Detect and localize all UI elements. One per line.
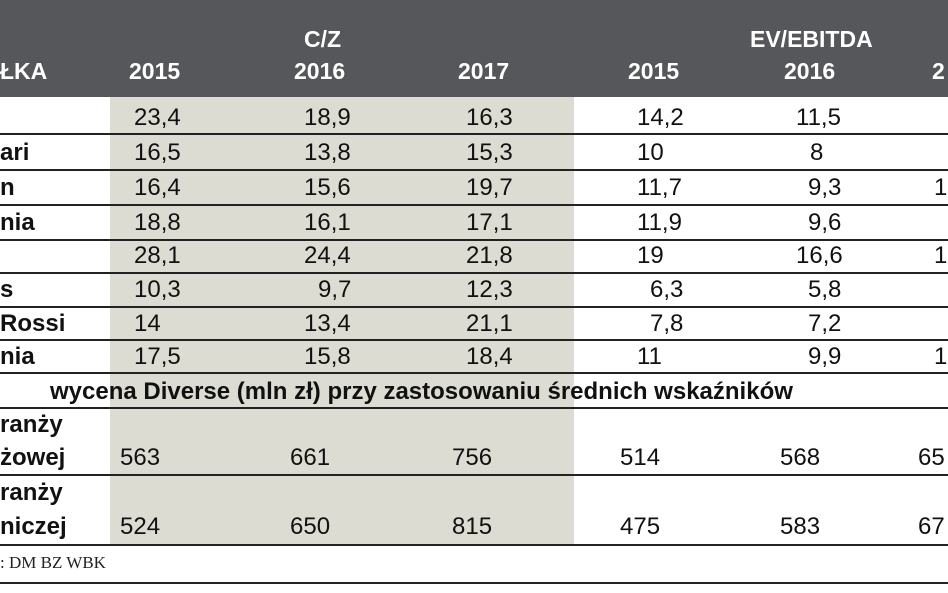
row-divider — [0, 339, 948, 341]
cell-pe-2016: 650 — [290, 513, 331, 540]
row-divider — [0, 306, 948, 308]
cell-ev-2016: 16,6 — [796, 242, 843, 269]
header-ev-title: EV/EBITDA — [750, 26, 873, 52]
row-divider — [0, 272, 948, 274]
cell-ev-2015: 11 — [637, 343, 662, 370]
cell-ev-2016: 583 — [780, 513, 821, 540]
cell-pe-2017: 18,4 — [466, 343, 513, 370]
cell-pe-2017: 15,3 — [466, 139, 513, 166]
cell-pe-2017: 756 — [452, 444, 493, 471]
row-divider — [0, 239, 948, 241]
row-label: n — [0, 174, 15, 201]
row-label: s — [0, 276, 14, 303]
cell-pe-2015: 28,1 — [134, 242, 181, 269]
cell-ev-2017: 67 — [918, 513, 945, 540]
cell-ev-2016: 8 — [810, 139, 824, 166]
header-first-column: ŁKA — [0, 58, 48, 84]
cell-ev-2015: 19 — [637, 242, 664, 269]
header-pe-year-2015: 2015 — [129, 58, 181, 84]
cell-pe-2015: 563 — [120, 444, 161, 471]
cell-pe-2016: 13,8 — [304, 139, 351, 166]
cell-ev-2015: 475 — [620, 513, 661, 540]
source-note: : DM BZ WBK — [0, 553, 106, 572]
cell-ev-2016: 9,3 — [808, 174, 842, 201]
row-divider — [0, 474, 948, 476]
cell-ev-2015: 10 — [637, 139, 664, 166]
cell-pe-2015: 16,5 — [134, 139, 181, 166]
valuation-row-label-line2: niczej — [0, 513, 67, 540]
cell-ev-2015: 11,9 — [637, 209, 682, 236]
cell-pe-2016: 18,9 — [304, 104, 351, 131]
cell-ev-2016: 9,6 — [808, 209, 842, 236]
cell-ev-2017: 65 — [918, 444, 945, 471]
header-pe-title: C/Z — [304, 26, 342, 52]
row-divider — [0, 372, 948, 374]
table-header: ŁKA C/Z EV/EBITDA 2015 2016 2017 2015 20… — [0, 0, 948, 97]
row-label: Rossi — [0, 310, 66, 337]
cell-pe-2016: 9,7 — [318, 276, 352, 303]
header-ev-year-2017: 2 — [932, 58, 945, 84]
valuation-banner: wycena Diverse (mln zł) przy zastosowani… — [50, 378, 793, 405]
table-bottom-border — [0, 582, 948, 584]
cell-pe-2016: 24,4 — [304, 242, 351, 269]
cell-ev-2015: 11,7 — [637, 174, 682, 201]
cell-ev-2017: 1 — [934, 174, 948, 201]
valuation-row-label-line1: ranży — [0, 411, 63, 438]
cell-pe-2017: 16,3 — [466, 104, 513, 131]
row-divider — [0, 169, 948, 171]
header-ev-year-2015: 2015 — [628, 58, 680, 84]
valuation-row-label-line2: żowej — [0, 444, 66, 471]
cell-pe-2017: 815 — [452, 513, 493, 540]
cell-ev-2016: 568 — [780, 444, 821, 471]
cell-pe-2017: 21,8 — [466, 242, 513, 269]
cell-ev-2016: 9,9 — [808, 343, 842, 370]
cell-ev-2015: 6,3 — [650, 276, 684, 303]
cell-ev-2015: 7,8 — [650, 310, 684, 337]
header-ev-year-2016: 2016 — [784, 58, 836, 84]
cell-ev-2016: 7,2 — [808, 310, 842, 337]
cell-pe-2017: 19,7 — [466, 174, 513, 201]
cell-pe-2016: 16,1 — [304, 209, 351, 236]
row-divider — [0, 133, 948, 135]
cell-pe-2016: 13,4 — [304, 310, 351, 337]
row-label: ari — [0, 139, 30, 166]
row-divider — [0, 407, 948, 409]
cell-pe-2015: 23,4 — [134, 104, 181, 131]
cell-pe-2015: 17,5 — [134, 343, 181, 370]
cell-pe-2016: 15,6 — [304, 174, 351, 201]
cell-pe-2017: 17,1 — [466, 209, 513, 236]
row-divider — [0, 204, 948, 206]
cell-pe-2017: 21,1 — [466, 310, 513, 337]
cell-pe-2016: 15,8 — [304, 343, 351, 370]
cell-ev-2015: 14,2 — [637, 104, 684, 131]
row-label: nia — [0, 209, 35, 236]
header-pe-year-2017: 2017 — [458, 58, 510, 84]
cell-pe-2017: 12,3 — [466, 276, 513, 303]
cell-pe-2015: 10,3 — [134, 276, 181, 303]
valuation-row-label-line1: ranży — [0, 479, 63, 506]
cell-pe-2015: 14 — [134, 310, 161, 337]
cell-ev-2016: 5,8 — [808, 276, 842, 303]
cell-ev-2015: 514 — [620, 444, 661, 471]
cell-pe-2016: 661 — [290, 444, 331, 471]
cell-pe-2015: 16,4 — [134, 174, 181, 201]
row-label: nia — [0, 343, 35, 370]
cell-ev-2017: 1 — [934, 343, 948, 370]
cell-ev-2017: 1 — [934, 242, 948, 269]
row-divider — [0, 544, 948, 546]
shaded-pe-columns — [110, 97, 574, 545]
cell-ev-2016: 11,5 — [796, 104, 841, 131]
header-pe-year-2016: 2016 — [294, 58, 346, 84]
cell-pe-2015: 18,8 — [134, 209, 181, 236]
cell-pe-2015: 524 — [120, 513, 161, 540]
